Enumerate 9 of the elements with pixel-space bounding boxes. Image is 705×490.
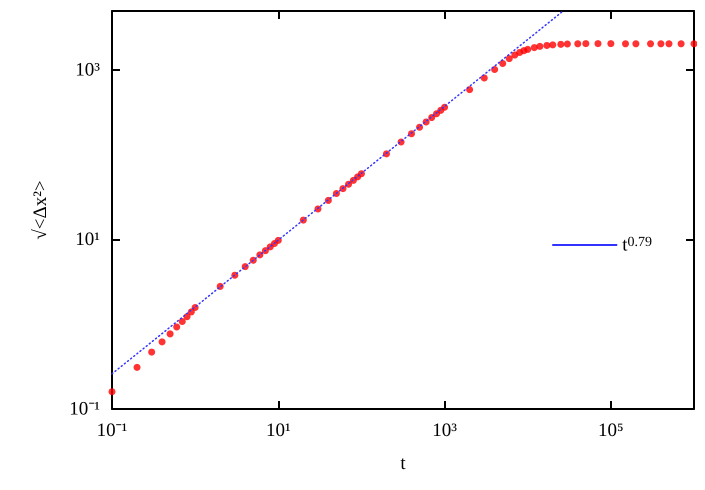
x-tick-label: 10³ [432, 420, 458, 441]
y-axis-title: √<Δx²> [30, 180, 51, 240]
x-tick-label: 10⁵ [598, 420, 624, 441]
x-axis-title: t [400, 453, 406, 474]
y-tick-label: 10¹ [75, 229, 100, 250]
x-tick-label: 10⁻¹ [96, 420, 128, 441]
x-tick-label: 10¹ [266, 420, 291, 441]
y-tick-label: 10³ [75, 60, 100, 81]
y-tick-label: 10⁻¹ [69, 398, 100, 420]
